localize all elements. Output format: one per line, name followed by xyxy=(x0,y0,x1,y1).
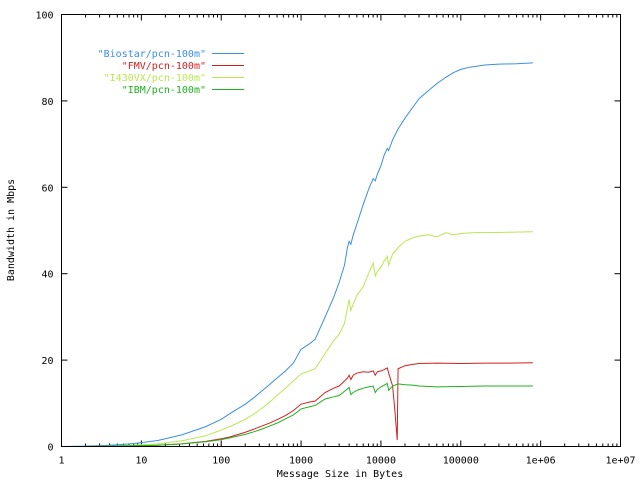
y-tick-label-0: 0 xyxy=(47,443,53,454)
y-tick-label-5: 100 xyxy=(35,11,53,22)
plot-frame xyxy=(61,14,621,447)
y-tick-label-4: 80 xyxy=(41,97,53,108)
series-line-1 xyxy=(61,362,533,447)
series-line-2 xyxy=(61,231,533,447)
x-tick-label-5: 100000 xyxy=(443,456,479,467)
series-line-3 xyxy=(61,382,533,447)
y-tick-label-2: 40 xyxy=(41,270,53,281)
legend-label-3: "IBM/pcn-100m" xyxy=(122,85,206,96)
x-tick-label-6: 1e+06 xyxy=(526,456,556,467)
y-tick-label-1: 20 xyxy=(41,356,53,367)
x-tick-label-4: 10000 xyxy=(366,456,396,467)
x-tick-label-2: 100 xyxy=(212,456,230,467)
x-tick-label-1: 10 xyxy=(135,456,147,467)
y-axis-label: Bandwidth in Mbps xyxy=(6,179,17,281)
x-axis-label: Message Size in Bytes xyxy=(277,469,403,480)
legend-label-0: "Biostar/pcn-100m" xyxy=(98,49,206,60)
series-layer xyxy=(61,62,533,447)
series-line-0 xyxy=(61,62,533,447)
x-tick-label-7: 1e+07 xyxy=(605,456,635,467)
x-tick-label-3: 1000 xyxy=(289,456,313,467)
legend-label-2: "I430VX/pcn-100m" xyxy=(104,73,206,84)
y-tick-label-3: 60 xyxy=(41,183,53,194)
legend-label-1: "FMV/pcn-100m" xyxy=(122,61,206,72)
x-tick-label-0: 1 xyxy=(58,456,64,467)
legend: "Biostar/pcn-100m""FMV/pcn-100m""I430VX/… xyxy=(98,49,244,96)
